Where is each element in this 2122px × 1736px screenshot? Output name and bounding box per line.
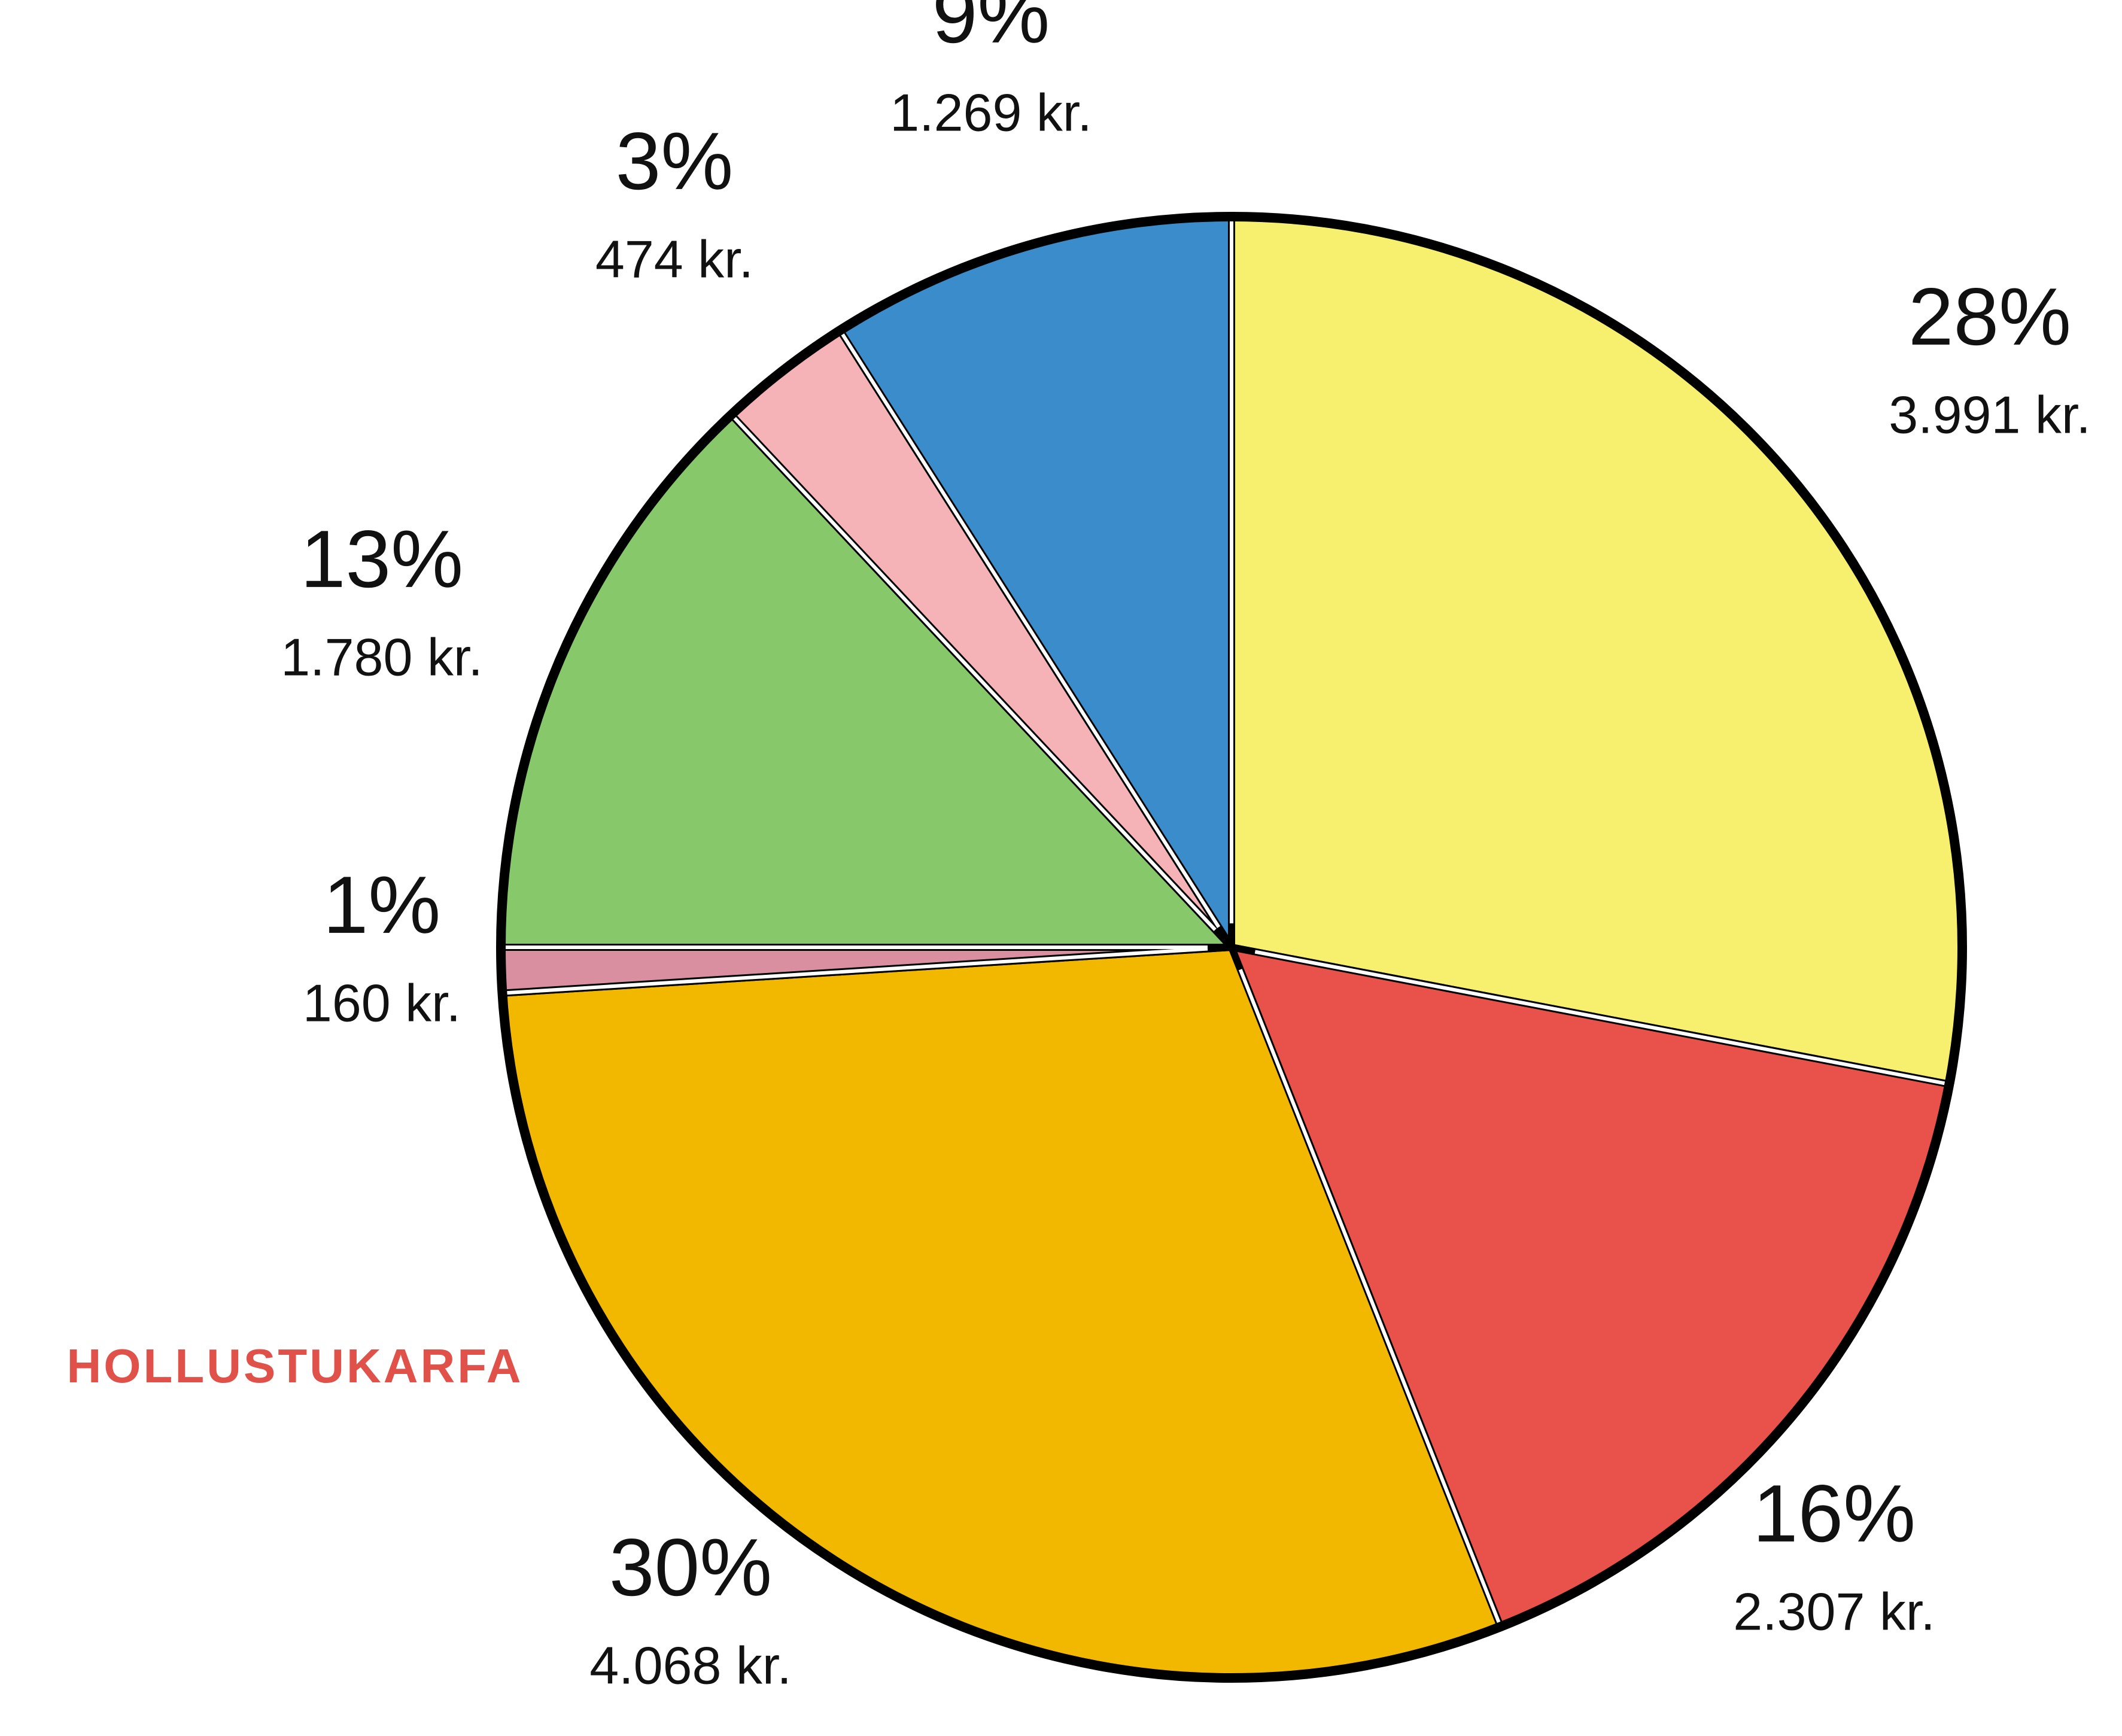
percent-label: 28% <box>1908 271 2071 362</box>
amount-label: 1.780 kr. <box>281 627 483 686</box>
amount-label: 160 kr. <box>303 973 461 1032</box>
slice-separator <box>506 947 1208 995</box>
amount-label: 4.068 kr. <box>589 1635 792 1695</box>
slice-separator <box>840 332 1221 928</box>
percent-label: 1% <box>323 859 441 950</box>
slice-separator <box>1238 969 1501 1624</box>
slice-separator <box>1254 950 1947 1086</box>
amount-label: 474 kr. <box>595 229 753 288</box>
percent-label: 13% <box>300 513 463 604</box>
amount-label: 3.991 kr. <box>1889 385 2091 444</box>
percent-label: 30% <box>609 1522 772 1613</box>
pie-slice <box>1228 213 1966 1088</box>
amount-label: 2.307 kr. <box>1733 1582 1935 1641</box>
chart-title: HOLLUSTUKARFA <box>66 1339 523 1393</box>
percent-label: 16% <box>1753 1468 1916 1559</box>
percent-label: 3% <box>616 115 734 206</box>
slice-separator <box>732 416 1217 931</box>
percent-label: 9% <box>932 0 1050 60</box>
pie-outline <box>496 212 1967 1683</box>
amount-label: 1.269 kr. <box>890 83 1092 142</box>
